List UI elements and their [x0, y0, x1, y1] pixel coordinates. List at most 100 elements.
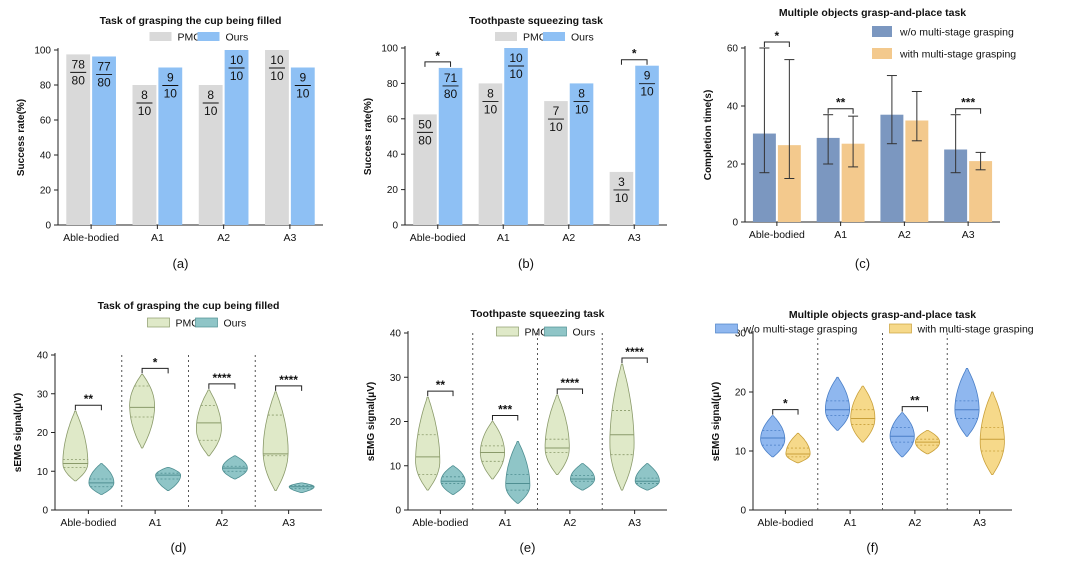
y-axis-label: sEMG signal(μV) [711, 382, 722, 461]
chart-d: Task of grasping the cup being filled 0 10… [13, 300, 322, 555]
bar [569, 83, 594, 226]
bar-label-denominator: 80 [72, 73, 86, 87]
significance-bracket [427, 390, 454, 397]
bar-label-numerator: 8 [578, 86, 585, 100]
legend-swatch [149, 32, 172, 41]
panel-label: (a) [173, 256, 189, 271]
significance-bracket [620, 59, 648, 65]
chart-c: Multiple objects grasp-and-place task 0 20… [703, 7, 1016, 271]
bar [66, 54, 91, 225]
x-tick-label: A1 [149, 517, 162, 529]
bar [905, 120, 929, 222]
bar [880, 114, 904, 222]
y-tick-label: 10 [37, 467, 49, 478]
x-tick-label: A1 [151, 232, 164, 244]
significance-bracket [74, 404, 102, 411]
legend-swatch [544, 326, 567, 337]
bar-label-denominator: 80 [97, 75, 111, 89]
violin [288, 482, 315, 494]
significance-bracket [955, 108, 982, 114]
violin [850, 385, 876, 443]
chart-title: Multiple objects grasp-and-place task [779, 7, 966, 19]
bar-label-numerator: 8 [141, 88, 148, 102]
significance-stars: **** [561, 376, 580, 390]
significance-bracket [763, 41, 790, 47]
legend-swatch [872, 48, 892, 59]
chart-title: Task of grasping the cup being filled [100, 15, 282, 27]
legend-label: Ours [573, 327, 596, 339]
bar [752, 133, 776, 222]
x-tick-label: A2 [908, 517, 921, 529]
x-tick-label: A1 [844, 517, 857, 529]
bar-label-denominator: 80 [444, 87, 458, 101]
x-tick-label: Able-bodied [412, 517, 468, 529]
bar-label-numerator: 8 [487, 86, 494, 100]
y-tick-label: 40 [727, 102, 739, 113]
bar [944, 149, 968, 222]
significance-stars: *** [961, 96, 975, 110]
bar [92, 56, 116, 225]
x-tick-label: Able-bodied [757, 517, 813, 529]
bar [504, 48, 528, 225]
legend-swatch [197, 32, 220, 41]
x-tick-label: A1 [497, 232, 510, 244]
x-tick-label: A2 [898, 229, 911, 241]
y-tick-label: 30 [390, 373, 402, 384]
legend-swatch [495, 32, 517, 41]
bar [841, 143, 865, 222]
bar [413, 114, 437, 225]
significance-stars: **** [625, 345, 644, 359]
x-tick-label: Able-bodied [410, 232, 466, 244]
y-tick-label: 20 [727, 160, 739, 171]
y-tick-label: 0 [45, 221, 51, 232]
y-axis-label: Completion time(s) [703, 90, 714, 181]
significance-stars: ** [836, 96, 846, 110]
significance-stars: * [435, 49, 440, 63]
bar-label-denominator: 10 [509, 67, 523, 81]
significance-stars: * [632, 47, 637, 61]
violin [760, 415, 786, 458]
chart-title: Task of grasping the cup being filled [98, 300, 280, 312]
y-tick-label: 0 [732, 218, 738, 229]
violin [129, 373, 156, 449]
bar-label-numerator: 10 [230, 53, 244, 67]
chart-e: Toothpaste squeezing task 0 10 20 30 40 sEMG s… [366, 308, 667, 555]
x-tick-label: A3 [973, 517, 986, 529]
bar-label-numerator: 71 [444, 71, 458, 85]
y-tick-label: 30 [37, 389, 49, 400]
bar [438, 67, 463, 225]
y-tick-label: 0 [395, 506, 401, 517]
bar-label-numerator: 10 [270, 53, 284, 67]
legend-swatch [496, 326, 519, 337]
x-tick-label: A2 [563, 517, 576, 529]
significance-stars: * [783, 397, 788, 411]
violin [221, 455, 248, 480]
legend-label: Ours [571, 32, 594, 44]
panel-label: (e) [520, 540, 536, 555]
bar [816, 137, 840, 222]
y-tick-label: 40 [390, 329, 402, 340]
bar-label-numerator: 50 [418, 117, 432, 131]
bar-label-denominator: 10 [230, 69, 244, 83]
significance-stars: ** [436, 378, 446, 392]
y-tick-label: 0 [740, 506, 746, 517]
bar-label-denominator: 10 [270, 69, 284, 83]
y-tick-label: 40 [387, 150, 399, 161]
significance-bracket [772, 409, 799, 415]
y-tick-label: 40 [37, 351, 49, 362]
y-tick-label: 20 [390, 417, 402, 428]
y-tick-label: 10 [390, 461, 402, 472]
y-tick-label: 100 [34, 46, 51, 57]
x-tick-label: Able-bodied [749, 229, 805, 241]
bar [158, 67, 183, 225]
significance-stars: **** [213, 371, 232, 385]
chart-title: Toothpaste squeezing task [471, 308, 605, 320]
violin [440, 465, 466, 495]
violin [889, 412, 915, 458]
legend-label: w/o multi-stage grasping [743, 324, 858, 336]
y-tick-label: 60 [40, 116, 52, 127]
violin [825, 376, 850, 431]
legend-label: with multi-stage grasping [899, 49, 1016, 61]
violin [569, 463, 596, 491]
